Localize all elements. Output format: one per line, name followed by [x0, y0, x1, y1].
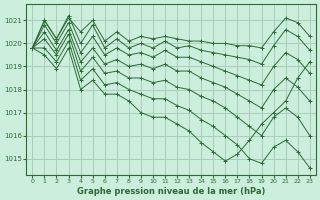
X-axis label: Graphe pression niveau de la mer (hPa): Graphe pression niveau de la mer (hPa)	[77, 187, 265, 196]
